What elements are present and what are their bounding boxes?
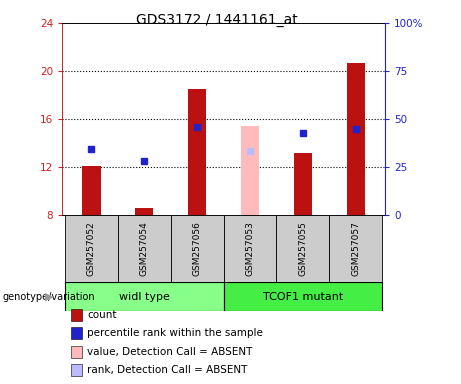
Bar bbox=[277, 215, 330, 282]
Text: GDS3172 / 1441161_at: GDS3172 / 1441161_at bbox=[136, 13, 297, 27]
Text: GSM257057: GSM257057 bbox=[351, 221, 361, 276]
Text: widl type: widl type bbox=[119, 291, 170, 302]
Bar bbox=[171, 215, 224, 282]
Bar bbox=[224, 215, 277, 282]
Bar bbox=[294, 153, 312, 215]
Bar bbox=[82, 166, 100, 215]
Text: rank, Detection Call = ABSENT: rank, Detection Call = ABSENT bbox=[87, 365, 248, 375]
Bar bbox=[118, 215, 171, 282]
Text: count: count bbox=[87, 310, 117, 320]
Bar bbox=[347, 63, 365, 215]
Text: ▶: ▶ bbox=[45, 291, 53, 302]
Bar bbox=[330, 215, 382, 282]
Text: genotype/variation: genotype/variation bbox=[2, 291, 95, 302]
Text: GSM257056: GSM257056 bbox=[193, 221, 201, 276]
Bar bbox=[65, 282, 224, 311]
Bar bbox=[135, 208, 154, 215]
Text: value, Detection Call = ABSENT: value, Detection Call = ABSENT bbox=[87, 347, 253, 357]
Text: TCOF1 mutant: TCOF1 mutant bbox=[263, 291, 343, 302]
Bar bbox=[241, 126, 259, 215]
Bar bbox=[188, 89, 207, 215]
Text: GSM257053: GSM257053 bbox=[246, 221, 254, 276]
Text: percentile rank within the sample: percentile rank within the sample bbox=[87, 328, 263, 338]
Text: GSM257055: GSM257055 bbox=[298, 221, 307, 276]
Bar bbox=[224, 282, 382, 311]
Text: GSM257052: GSM257052 bbox=[87, 221, 96, 276]
Text: GSM257054: GSM257054 bbox=[140, 221, 149, 276]
Bar bbox=[65, 215, 118, 282]
